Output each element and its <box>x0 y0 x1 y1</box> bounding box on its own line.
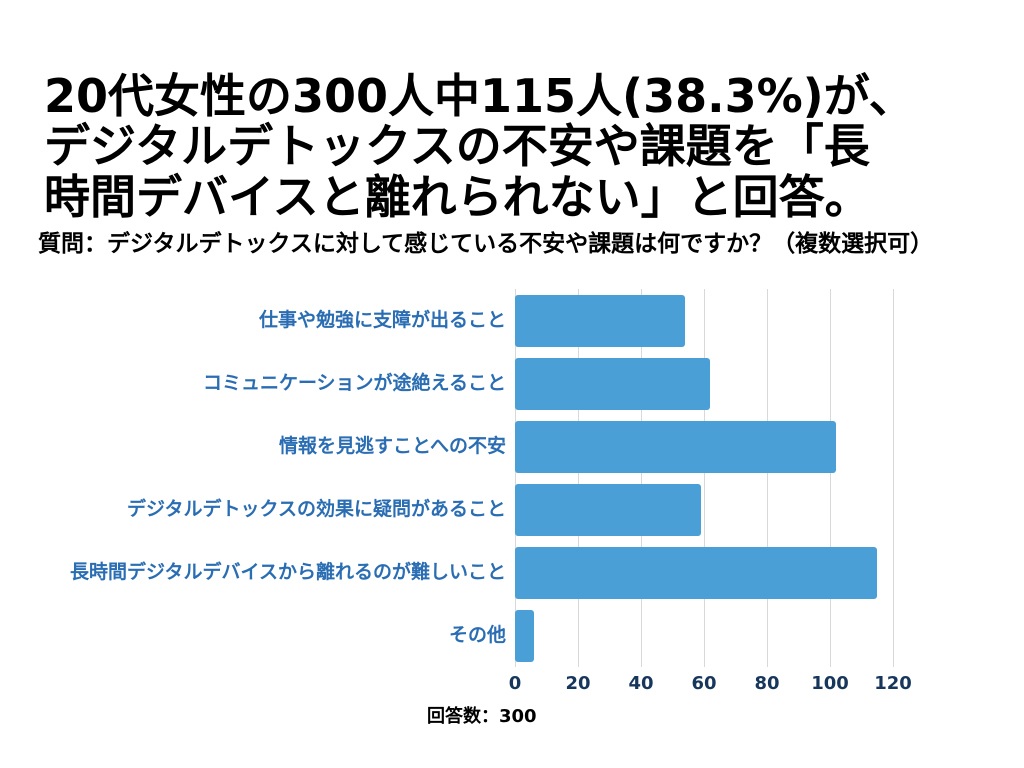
page-title-line: 20代女性の300人中115人(38.3%)が、 <box>44 68 915 123</box>
plot-area: 0 20 40 60 80 100 120 <box>509 289 935 694</box>
bar <box>515 357 711 410</box>
bar-row <box>515 604 935 667</box>
bar-row <box>515 478 935 541</box>
category-label: 仕事や勉強に支障が出ること <box>258 308 506 331</box>
bar-row <box>515 352 935 415</box>
bar <box>515 483 701 536</box>
page-title: 20代女性の300人中115人(38.3%)が、 デジタルデトックスの不安や課題… <box>44 71 994 223</box>
bar <box>515 420 837 473</box>
gridline <box>641 289 642 667</box>
gridline <box>515 289 516 667</box>
bar-row <box>515 289 935 352</box>
page-title-line: デジタルデトックスの不安や課題を「長 <box>44 119 870 174</box>
x-tick-label: 120 <box>874 673 912 694</box>
respondent-count: 回答数：300 <box>427 706 537 727</box>
category-label: その他 <box>448 623 506 646</box>
x-tick-label: 20 <box>565 673 591 694</box>
gridline <box>830 289 831 667</box>
bars <box>515 289 935 667</box>
category-label: 長時間デジタルデバイスから離れるのが難しいこと <box>69 560 506 583</box>
x-tick-label: 0 <box>508 673 522 694</box>
gridline <box>893 289 894 667</box>
bar <box>515 294 686 347</box>
bar-chart: 仕事や勉強に支障が出ることコミュニケーションが途絶えること情報を見逃すことへの不… <box>40 289 935 694</box>
x-tick-label: 100 <box>811 673 849 694</box>
category-label: デジタルデトックスの効果に疑問があること <box>126 497 506 520</box>
gridline <box>578 289 579 667</box>
x-tick-label: 40 <box>628 673 654 694</box>
x-axis: 0 20 40 60 80 100 120 <box>509 673 935 699</box>
x-tick-label: 80 <box>754 673 780 694</box>
survey-question: 質問：デジタルデトックスに対して感じている不安や課題は何ですか？（複数選択可） <box>38 231 934 257</box>
bar-row <box>515 541 935 604</box>
category-labels: 仕事や勉強に支障が出ることコミュニケーションが途絶えること情報を見逃すことへの不… <box>40 289 515 667</box>
bar <box>515 546 878 599</box>
x-tick-label: 60 <box>691 673 717 694</box>
category-label: 情報を見逃すことへの不安 <box>278 434 506 457</box>
page-title-line: 時間デバイスと離れられない」と回答。 <box>44 170 871 224</box>
category-label: コミュニケーションが途絶えること <box>202 371 506 394</box>
gridline <box>767 289 768 667</box>
bar-row <box>515 415 935 478</box>
gridline <box>704 289 705 667</box>
bar <box>515 609 534 662</box>
